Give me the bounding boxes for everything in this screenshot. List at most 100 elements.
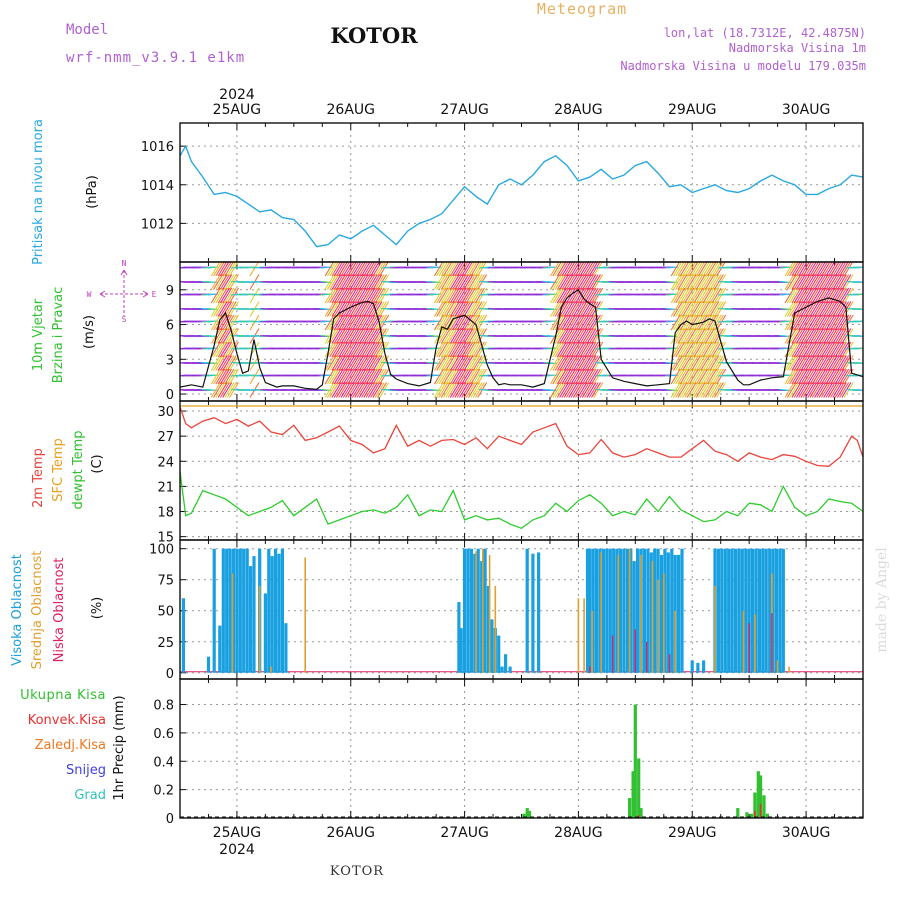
wind-barb — [714, 314, 724, 331]
wind-barb — [338, 341, 349, 358]
footer-city: KOTOR — [330, 864, 384, 879]
wind-barb — [333, 328, 344, 344]
wind-barb — [340, 368, 351, 385]
wind-barb — [827, 262, 838, 277]
wind-barb — [222, 328, 233, 344]
wind-barb — [586, 301, 597, 317]
wind-barb — [686, 287, 697, 304]
wind-barb — [821, 287, 831, 304]
wind-barb — [572, 301, 583, 317]
wind-barb — [324, 262, 335, 277]
wind-barb — [575, 328, 585, 344]
wind-barb — [566, 355, 576, 371]
wind-barb — [691, 301, 702, 317]
wind-barb — [468, 328, 478, 344]
wind-barb — [454, 368, 465, 385]
precip-hail-label: Grad — [74, 788, 106, 803]
wind-barb — [568, 368, 579, 385]
wind-barb — [333, 287, 344, 304]
top-day-label: 25AUG — [213, 102, 262, 118]
wind-barb — [213, 355, 223, 371]
wind-barb — [438, 382, 449, 398]
wind-barb — [470, 368, 481, 385]
wind-barb — [340, 328, 351, 344]
wind-barb — [566, 382, 576, 398]
wind-barb — [825, 368, 836, 385]
wind-barb — [229, 341, 239, 358]
wind-barb — [329, 341, 340, 358]
wind-barb — [329, 274, 340, 290]
wind-barb — [347, 262, 357, 277]
cloud-high-bar — [231, 548, 236, 673]
wind-barb — [707, 355, 718, 371]
wind-barb — [374, 355, 385, 371]
wind-barb — [711, 301, 722, 317]
wind-barb — [823, 382, 834, 398]
top-day-label: 29AUG — [668, 102, 717, 118]
wind-barb — [361, 368, 371, 385]
wind-barb — [465, 287, 476, 304]
wind-barb — [789, 328, 799, 344]
wind-barb — [670, 287, 681, 304]
wind-barb — [704, 274, 715, 290]
cloud-high-bar — [666, 552, 670, 673]
wind-barb — [358, 287, 369, 304]
wind-barb — [342, 341, 353, 358]
top-day-label: 28AUG — [554, 102, 603, 118]
wind-barb — [472, 287, 483, 304]
wind-barb — [477, 341, 488, 358]
wind-barb — [210, 382, 221, 398]
wind-barb — [468, 301, 478, 317]
wind-barb — [802, 368, 813, 385]
wind-barb — [550, 382, 560, 398]
cloud-mid-bar — [651, 561, 654, 673]
wind-barb — [326, 341, 337, 358]
cloud-high-bar — [486, 585, 491, 673]
wind-barb — [579, 328, 590, 344]
precip-total-bar — [525, 808, 529, 818]
wind-barb — [823, 355, 834, 371]
wind-barb — [709, 301, 720, 317]
wind-barb — [365, 287, 376, 304]
wind-barb — [856, 389, 863, 391]
wind-barb — [367, 262, 378, 277]
wind-barb — [561, 328, 572, 344]
wind-barb — [816, 382, 827, 398]
wind-barb — [821, 368, 831, 385]
wind-barb — [784, 341, 795, 358]
wind-barb — [468, 341, 478, 358]
wind-barb — [345, 274, 356, 290]
wind-barb — [329, 355, 340, 371]
wind-barb — [452, 301, 463, 317]
wind-barb — [830, 341, 840, 358]
wind-barb — [856, 347, 863, 350]
cloud-high-bar — [284, 623, 288, 673]
wind-barb — [456, 328, 467, 344]
cloud-high-bar — [245, 548, 249, 673]
wind-barb — [832, 274, 843, 290]
wind-barb — [249, 287, 260, 304]
wind-barb — [809, 328, 820, 344]
wind-barb — [226, 287, 237, 304]
wind-barb — [217, 328, 228, 344]
cloud-mid-bar — [617, 554, 620, 673]
wind-barb — [570, 355, 581, 371]
wind-barb — [222, 368, 233, 385]
wind-barb — [361, 287, 371, 304]
top-year-label: 2024 — [219, 87, 255, 103]
wind-barb — [675, 314, 686, 331]
wind-barb — [456, 341, 467, 358]
wind-barb — [365, 328, 376, 344]
wind-barb — [433, 287, 444, 304]
wind-barb — [447, 287, 458, 304]
wind-barb — [821, 262, 831, 277]
wind-barb — [477, 262, 487, 277]
wind-barb — [372, 341, 383, 358]
wind-barb — [361, 355, 371, 371]
wind-barb — [682, 355, 692, 371]
wind-barb — [431, 308, 442, 310]
wind-barb — [832, 328, 843, 344]
bottom-day-label: 29AUG — [668, 825, 717, 841]
wind-barb — [584, 301, 595, 317]
wind-barb — [688, 328, 699, 344]
